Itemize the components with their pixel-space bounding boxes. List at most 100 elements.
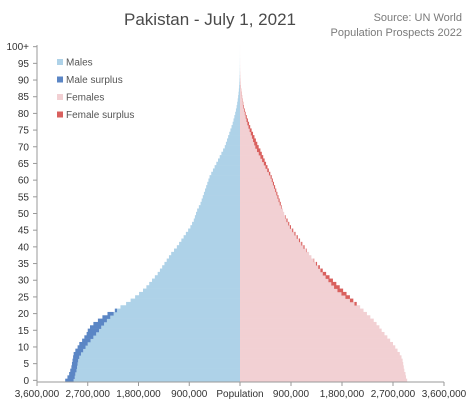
y-tick-label: 45 [18,226,30,237]
male-surplus-bar-age-15 [87,328,100,333]
female-surplus-bar-age-60 [271,178,273,183]
female-bar-age-11 [240,341,393,346]
male-bar-age-15 [99,328,241,333]
x-tick-label: 3,600,000 [15,389,60,400]
male-bar-age-52 [198,205,240,209]
female-surplus-bar-age-29 [331,281,337,286]
y-tick-label: 5 [23,359,29,370]
female-bar-age-87 [240,88,242,93]
male-bar-age-70 [224,145,240,149]
male-bar-age-39 [174,248,240,253]
female-bar-age-31 [240,275,326,279]
female-bar-age-0 [240,378,408,383]
female-bar-age-40 [240,245,304,249]
male-bar-age-73 [228,135,240,139]
female-bar-age-61 [240,175,271,179]
female-surplus-bar-age-39 [306,248,307,253]
y-tick-label: 20 [18,309,30,320]
male-bar-age-64 [214,165,240,169]
male-bar-age-18 [106,318,240,323]
x-tick-label: 900,000 [273,389,310,400]
y-tick-label: 65 [18,159,30,170]
male-bar-age-27 [143,288,240,293]
x-ticks-group: 3,600,000 2,700,000 1,800,000 900,000 Popula… [15,382,467,400]
female-bar-age-27 [240,288,338,293]
female-bar-age-33 [240,268,321,273]
female-bar-age-62 [240,171,269,176]
female-bar-age-7 [240,355,402,359]
female-bar-age-23 [240,301,355,306]
male-bar-age-41 [179,241,240,246]
male-bar-age-66 [218,158,240,163]
male-bar-age-61 [209,175,240,179]
male-bar-age-43 [183,235,240,239]
male-surplus-bar-age-9 [75,348,84,353]
male-bar-age-7 [79,355,241,359]
female-bar-age-38 [240,251,310,256]
male-bar-age-72 [227,138,240,143]
female-surplus-bar-age-67 [260,155,264,159]
male-surplus-bar-age-14 [86,331,97,336]
x-tick-label: 1,800,000 [116,389,161,400]
male-bar-age-68 [221,151,240,156]
legend-item-males-label: Males [66,58,93,69]
male-surplus-bar-age-16 [90,325,102,329]
female-bar-age-44 [240,231,295,236]
male-bar-age-67 [219,155,240,159]
female-surplus-bar-age-81 [244,108,245,113]
female-surplus-bar-age-54 [278,198,280,203]
female-bar-age-57 [240,188,276,193]
female-bar-age-14 [240,331,385,336]
male-bar-age-0 [73,378,241,383]
male-bar-age-44 [185,231,240,236]
male-bar-age-11 [87,341,240,346]
male-bar-age-36 [166,258,240,263]
male-bar-age-19 [110,315,240,319]
male-bar-age-22 [120,305,240,309]
male-bar-age-47 [192,221,240,226]
male-bar-age-86 [238,91,240,96]
female-bar-age-78 [240,118,247,123]
male-bar-age-30 [152,278,240,283]
female-surplus-bar-age-48 [286,218,288,223]
male-surplus-bar-age-6 [72,358,79,363]
female-surplus-bar-age-41 [301,241,303,246]
male-bar-age-4 [77,365,241,369]
male-bar-age-14 [96,331,240,336]
female-bar-age-84 [240,98,243,103]
female-bar-age-56 [240,191,277,196]
female-surplus-bar-age-47 [288,221,290,226]
female-bar-age-1 [240,375,407,379]
male-surplus-bar-age-17 [93,321,105,326]
female-bar-age-29 [240,281,332,286]
female-surplus-bar-age-25 [345,295,350,299]
female-surplus-bar-age-76 [248,125,251,129]
y-tick-label: 40 [18,242,30,253]
male-bar-age-29 [149,281,240,286]
female-surplus-bar-age-75 [249,128,252,133]
source-note: Source: UN World Population Prospects 20… [331,11,462,41]
male-bar-age-56 [203,191,240,196]
female-surplus-bar-age-24 [349,298,354,303]
male-bar-age-45 [188,228,240,233]
female-surplus-bar-age-55 [277,195,279,199]
female-bar-age-22 [240,305,361,309]
female-surplus-bar-age-36 [313,258,315,263]
female-bar-age-70 [240,145,256,149]
male-bar-age-3 [76,368,240,373]
male-surplus-bar-age-21 [114,308,118,313]
legend-item-males-swatch [57,59,63,65]
female-surplus-bar-age-44 [294,231,296,236]
male-bar-age-74 [229,131,240,136]
female-bar-age-72 [240,138,254,143]
female-surplus-bar-age-49 [285,215,286,219]
x-tick-label: Population [216,389,263,400]
female-bar-age-19 [240,315,371,319]
female-bar-age-36 [240,258,314,263]
male-surplus-bar-age-0 [65,378,74,383]
male-bar-age-40 [176,245,240,249]
female-bar-age-54 [240,198,279,203]
female-surplus-bar-age-45 [292,228,294,233]
male-bar-age-10 [85,345,240,349]
